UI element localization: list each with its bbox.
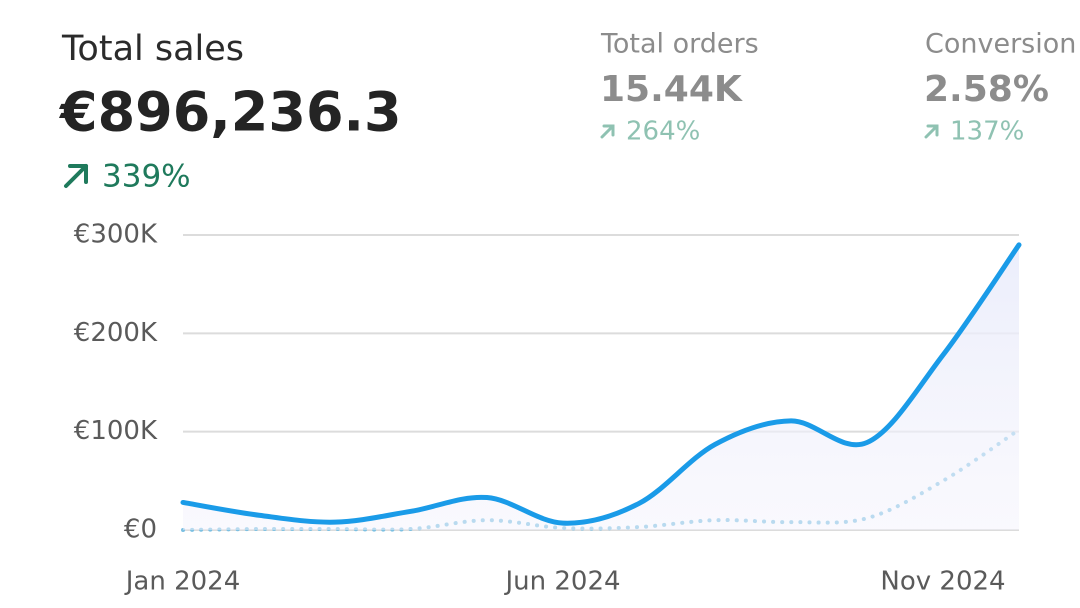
chart: €0 €100K €200K €300K Jan 2024 Jun 2024 Nov 202…	[74, 220, 1022, 597]
up-arrow-icon	[64, 164, 88, 188]
up-arrow-icon	[600, 124, 615, 139]
y-tick-label: €100K	[74, 416, 158, 446]
up-arrow-icon	[924, 124, 939, 139]
kpi-value: 15.44K	[600, 69, 743, 110]
x-tick-label: Nov 2024	[880, 567, 1005, 597]
kpi-value: 2.58%	[924, 69, 1049, 110]
y-tick-label: €0	[124, 515, 157, 545]
x-tick-label: Jan 2024	[124, 567, 241, 597]
area	[183, 244, 1019, 531]
x-tick-label: Jun 2024	[503, 567, 620, 597]
kpi-title: Total orders	[600, 29, 759, 60]
kpi-title: Total sales	[61, 29, 244, 69]
y-tick-label: €200K	[74, 318, 158, 348]
kpi-change: 264%	[626, 117, 700, 147]
line	[180, 242, 1022, 526]
kpi-value: €896,236.3	[58, 81, 402, 144]
kpi-change: 339%	[102, 159, 191, 195]
y-tick-label: €300K	[74, 220, 158, 250]
kpi-title: Conversion	[925, 29, 1076, 60]
kpi-change: 137%	[950, 117, 1024, 147]
